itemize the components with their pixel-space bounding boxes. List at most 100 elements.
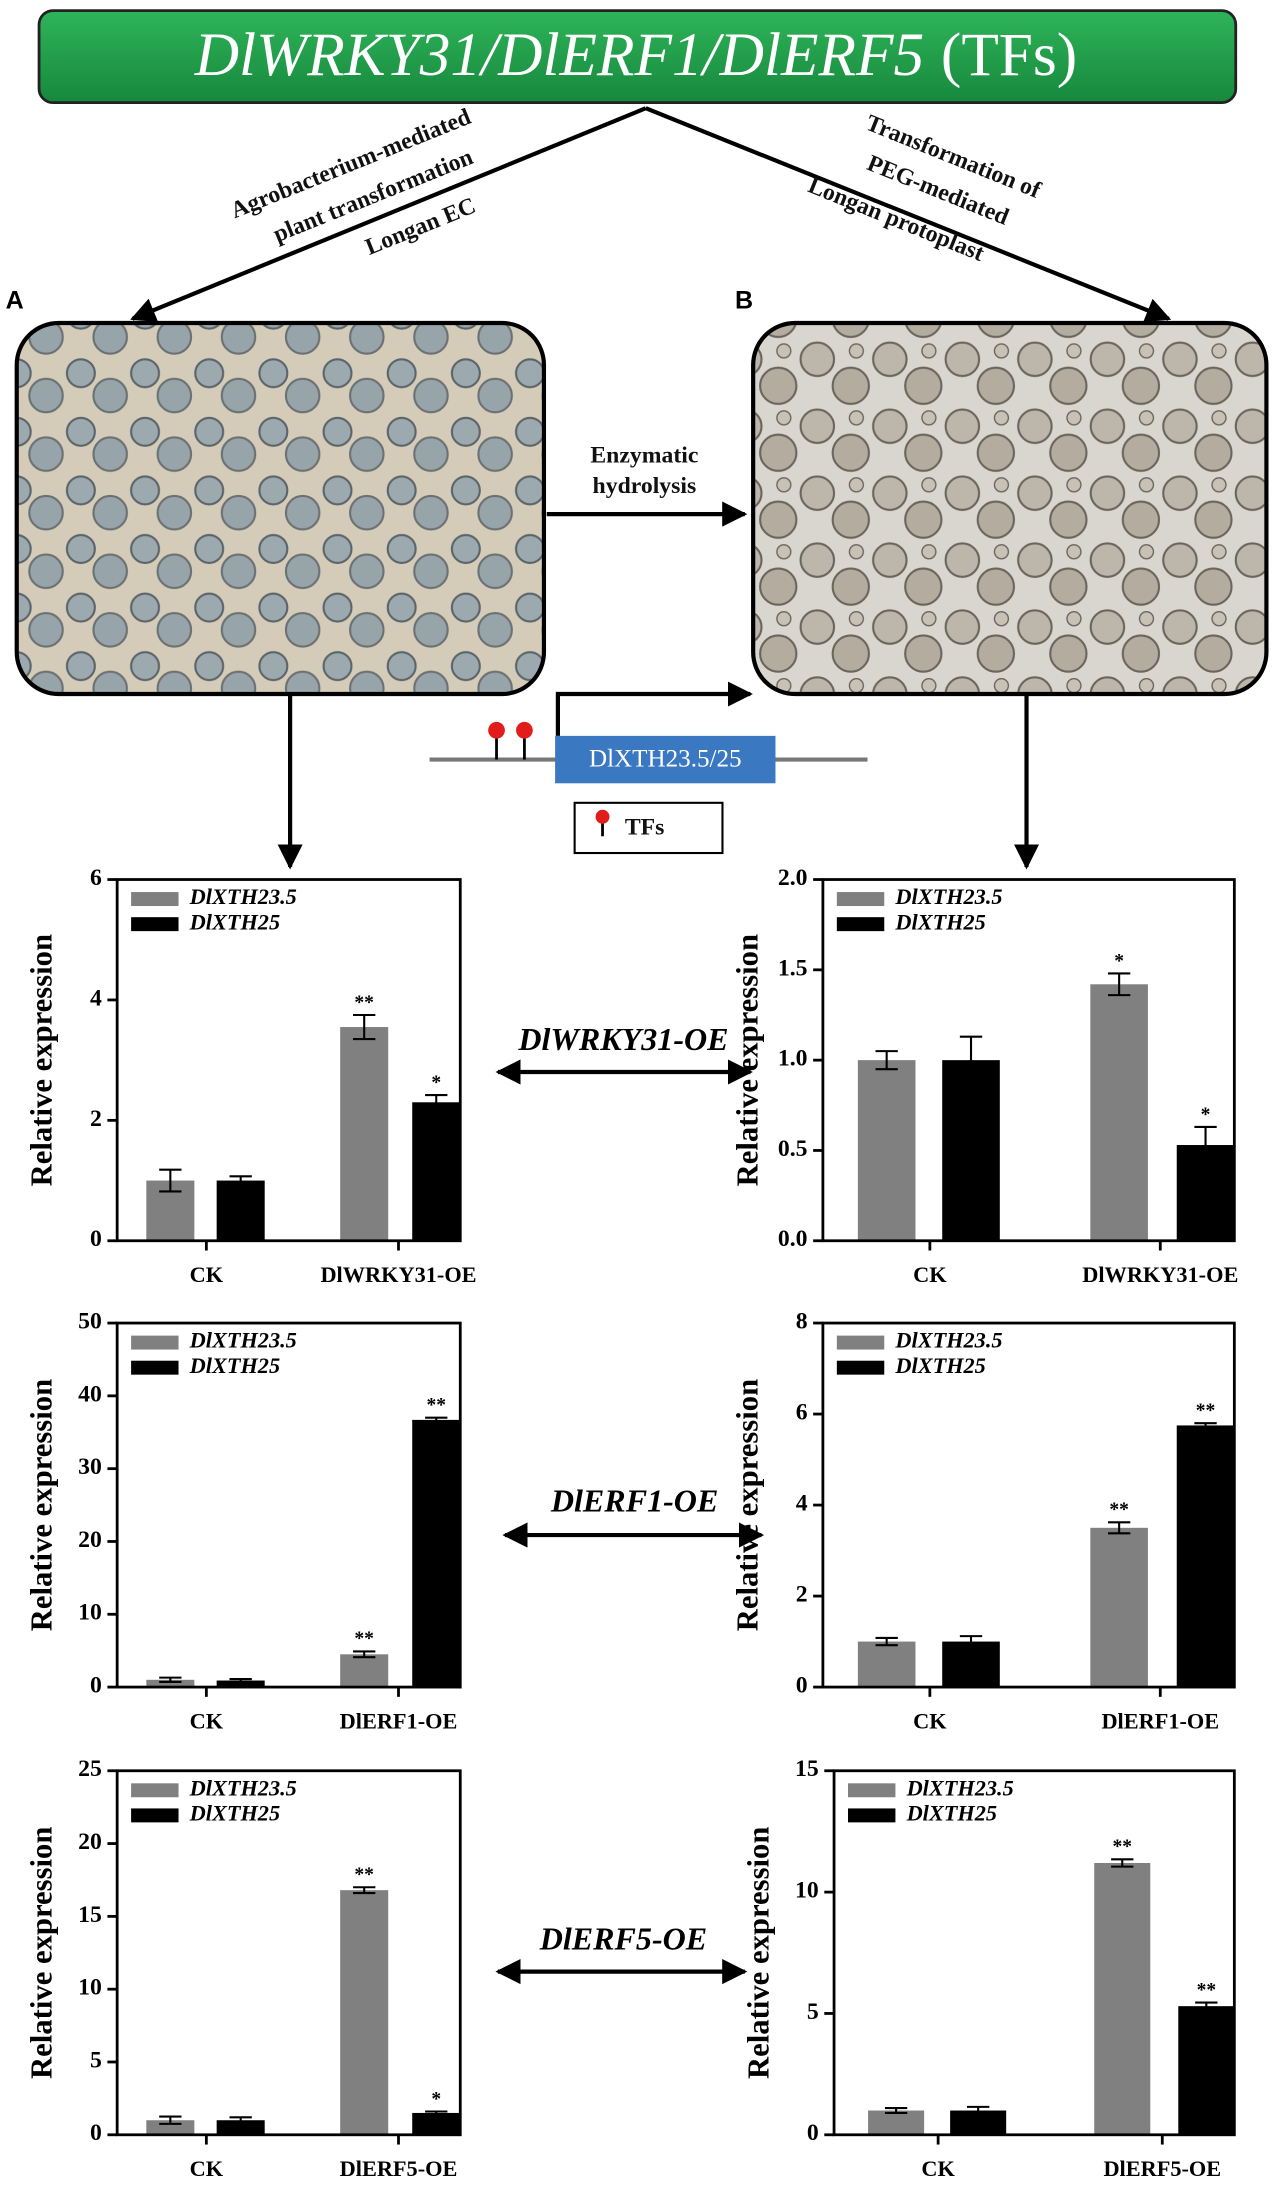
- legend-label: DlXTH25: [894, 1353, 985, 1378]
- x-tick-label: CK: [913, 1262, 947, 1287]
- legend-swatch: [836, 1360, 885, 1375]
- y-tick-label: 2: [796, 1582, 808, 1608]
- y-tick-label: 30: [78, 1454, 102, 1480]
- bar: [340, 1890, 389, 2135]
- y-tick-label: 10: [795, 1878, 819, 1904]
- legend-swatch: [131, 892, 179, 907]
- bar: [1090, 984, 1148, 1241]
- significance: *: [431, 2089, 441, 2110]
- bar: [216, 1180, 265, 1241]
- y-tick-label: 0: [90, 2120, 102, 2146]
- y-tick-label: 15: [795, 1756, 819, 1782]
- y-axis-label: Relative expression: [25, 1827, 59, 2079]
- significance: **: [426, 1395, 446, 1416]
- y-axis-label: Relative expression: [25, 1379, 59, 1631]
- legend-swatch: [131, 1360, 179, 1375]
- tf-icon: [595, 809, 610, 824]
- y-axis-label: Relative expression: [25, 934, 59, 1186]
- comparison-label: DlERF5-OE: [539, 1921, 707, 1957]
- step-label: Enzymatic: [590, 442, 698, 468]
- y-tick-label: 20: [78, 1527, 102, 1553]
- y-tick-label: 2: [90, 1106, 102, 1132]
- bar: [1094, 1862, 1151, 2135]
- y-tick-label: 0.0: [778, 1226, 808, 1252]
- y-tick-label: 50: [78, 1308, 102, 1334]
- panel-letter: A: [6, 287, 24, 315]
- comparison-label: DlWRKY31-OE: [517, 1021, 728, 1057]
- legend-swatch: [131, 917, 179, 932]
- bar: [857, 1060, 916, 1241]
- tf-binding: [488, 721, 533, 760]
- banner-suffix: (TFs): [941, 21, 1077, 89]
- significance: **: [1109, 1500, 1129, 1521]
- legend-swatch: [836, 892, 885, 907]
- x-tick-label: CK: [921, 2156, 955, 2181]
- y-axis-label: Relative expression: [742, 1827, 776, 2079]
- bar: [942, 1060, 1000, 1241]
- y-tick-label: 0: [796, 1673, 808, 1699]
- bar: [1090, 1527, 1148, 1688]
- legend-label: DlXTH23.5: [189, 884, 297, 909]
- y-tick-label: 6: [90, 865, 102, 891]
- y-tick-label: 6: [796, 1399, 808, 1425]
- legend-label: DlXTH25: [906, 1801, 997, 1826]
- significance: **: [354, 1629, 374, 1650]
- plot-frame: [821, 878, 1236, 1243]
- legend-label: DlXTH25: [189, 1801, 280, 1826]
- banner: [37, 9, 1238, 105]
- legend-swatch: [848, 1808, 896, 1823]
- significance: *: [1114, 951, 1124, 972]
- step-label: hydrolysis: [593, 473, 697, 499]
- plot-frame: [115, 878, 462, 1243]
- bar: [412, 1102, 461, 1241]
- x-tick-label: DlERF5-OE: [340, 2156, 458, 2181]
- significance: **: [1197, 1980, 1217, 2001]
- legend-swatch: [848, 1783, 896, 1798]
- significance: **: [354, 992, 374, 1013]
- x-tick-label: CK: [913, 1708, 947, 1733]
- legend-swatch: [836, 1335, 885, 1350]
- plot-frame: [115, 1321, 462, 1689]
- y-tick-label: 5: [807, 1999, 819, 2025]
- x-tick-label: CK: [190, 1262, 224, 1287]
- y-axis-label: Relative expression: [730, 1379, 764, 1631]
- legend-label: DlXTH23.5: [894, 1328, 1002, 1353]
- bar: [340, 1027, 389, 1241]
- y-tick-label: 10: [78, 1975, 102, 2001]
- y-tick-label: 8: [796, 1308, 808, 1334]
- x-tick-label: DlWRKY31-OE: [1082, 1262, 1238, 1287]
- plot-frame: [832, 1769, 1236, 2137]
- bar: [412, 1419, 461, 1688]
- bar: [216, 1680, 265, 1688]
- x-tick-label: DlERF5-OE: [1103, 2156, 1221, 2181]
- photo-ec-cells: [14, 320, 547, 697]
- y-tick-label: 1.5: [778, 955, 808, 981]
- y-tick-label: 4: [796, 1491, 808, 1517]
- significance: **: [1196, 1400, 1216, 1421]
- x-tick-label: DlWRKY31-OE: [320, 1262, 476, 1287]
- legend-label: DlXTH23.5: [894, 884, 1002, 909]
- plot-frame: [821, 1321, 1236, 1689]
- significance: *: [431, 1072, 441, 1093]
- tf-legend-label: TFs: [625, 815, 665, 841]
- legend-label: DlXTH25: [189, 909, 280, 934]
- bar: [857, 1641, 916, 1688]
- legend-swatch: [131, 1808, 179, 1823]
- bar: [412, 2112, 461, 2135]
- plot-frame: [115, 1769, 462, 2137]
- y-tick-label: 5: [90, 2047, 102, 2073]
- y-tick-label: 40: [78, 1381, 102, 1407]
- significance: *: [1201, 1104, 1211, 1125]
- bar: [216, 2120, 265, 2135]
- x-tick-label: CK: [190, 2156, 224, 2181]
- legend-swatch: [836, 917, 885, 932]
- banner-text: DlWRKY31/DlERF1/DlERF5 (TFs): [194, 21, 1078, 89]
- y-tick-label: 0: [807, 2120, 819, 2146]
- gene-label: DlXTH23.5/25: [589, 746, 742, 773]
- legend-label: DlXTH23.5: [189, 1775, 297, 1800]
- significance: **: [1113, 1837, 1133, 1858]
- x-tick-label: DlERF1-OE: [340, 1708, 458, 1733]
- banner-genes: DlWRKY31/DlERF1/DlERF5: [194, 21, 924, 89]
- significance: **: [354, 1865, 374, 1886]
